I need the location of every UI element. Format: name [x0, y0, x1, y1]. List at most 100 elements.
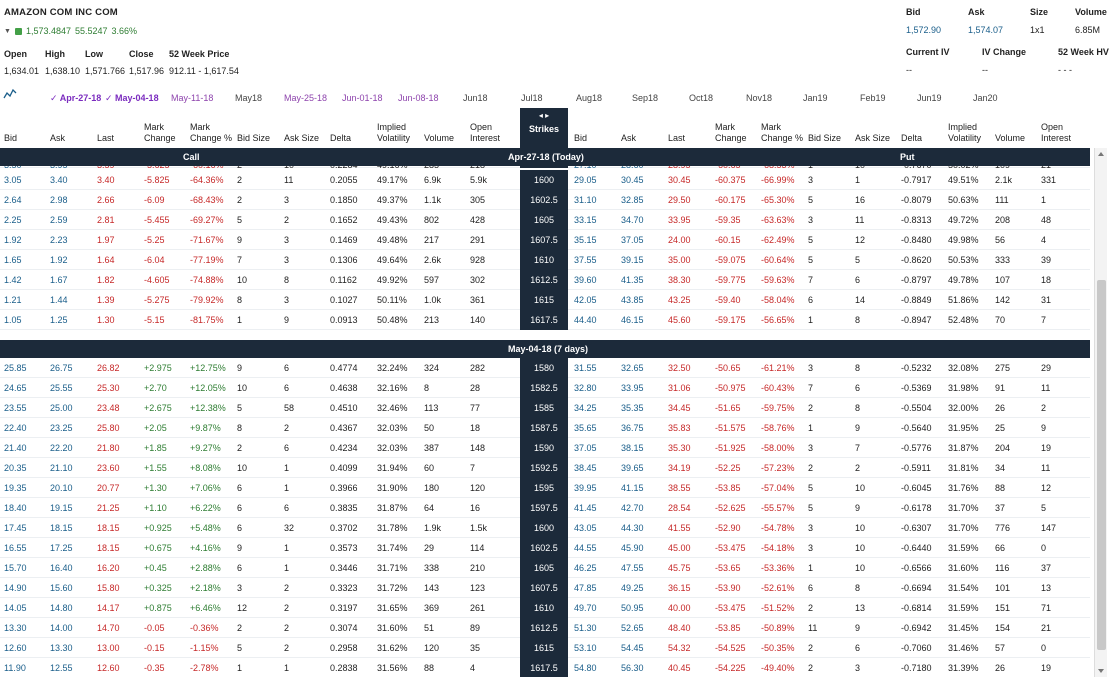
call-last[interactable]: 12.60 — [97, 663, 120, 673]
call-ask[interactable]: 15.60 — [50, 583, 73, 593]
put-volume[interactable]: 142 — [995, 295, 1011, 305]
put-mark-change-pct[interactable]: -52.61% — [761, 583, 795, 593]
call-open-interest[interactable]: 35 — [470, 643, 481, 653]
call-header-bid-size[interactable]: Bid Size — [237, 133, 271, 143]
call-last[interactable]: 18.15 — [97, 543, 120, 553]
call-last[interactable]: 16.20 — [97, 563, 120, 573]
call-bid[interactable]: 12.60 — [4, 643, 27, 653]
call-volume[interactable]: 338 — [424, 563, 440, 573]
put-bid[interactable]: 44.40 — [574, 315, 597, 325]
put-mark-change-pct[interactable]: -53.36% — [761, 563, 795, 573]
expiration-tab[interactable]: May-11-18 — [171, 93, 213, 103]
put-open-interest[interactable]: 31 — [1041, 295, 1052, 305]
call-delta[interactable]: 0.1652 — [330, 215, 358, 225]
call-ask-size[interactable]: 6 — [284, 363, 290, 373]
put-open-interest[interactable]: 1 — [1041, 195, 1047, 205]
put-volume[interactable]: 333 — [995, 255, 1011, 265]
put-ask-size[interactable]: 1 — [855, 175, 861, 185]
call-implied-volatility[interactable]: 32.03% — [377, 443, 408, 453]
call-implied-volatility[interactable]: 50.11% — [377, 295, 407, 305]
strike-nav-arrows-icon[interactable]: ◂ ▸ — [538, 111, 550, 120]
put-ask[interactable]: 34.70 — [621, 215, 644, 225]
put-implied-volatility[interactable]: 31.39% — [948, 663, 979, 673]
put-header-ask[interactable]: Ask — [621, 133, 637, 143]
call-ask-size[interactable]: 3 — [284, 195, 290, 205]
put-volume[interactable]: 107 — [995, 275, 1011, 285]
call-ask-size[interactable]: 1 — [284, 563, 290, 573]
call-delta[interactable]: 0.4774 — [330, 363, 358, 373]
call-bid-size[interactable]: 2 — [237, 195, 243, 205]
call-implied-volatility[interactable]: 49.92% — [377, 275, 408, 285]
put-volume[interactable]: 116 — [995, 563, 1010, 573]
call-mark-change[interactable]: -5.15 — [144, 315, 165, 325]
call-delta[interactable]: 0.0913 — [330, 315, 358, 325]
put-implied-volatility[interactable]: 31.59% — [948, 603, 979, 613]
call-ask[interactable]: 19.15 — [50, 503, 73, 513]
call-last[interactable]: 1.39 — [97, 295, 115, 305]
put-bid[interactable]: 41.45 — [574, 503, 597, 513]
call-ask[interactable]: 20.10 — [50, 483, 73, 493]
put-bid-size[interactable]: 1 — [808, 563, 814, 573]
call-open-interest[interactable]: 18 — [470, 423, 481, 433]
expiration-tab[interactable]: May-25-18 — [284, 93, 327, 103]
call-volume[interactable]: 802 — [424, 215, 440, 225]
put-volume[interactable]: 101 — [995, 583, 1011, 593]
put-mark-change[interactable]: -59.35 — [715, 215, 741, 225]
call-delta[interactable]: 0.1162 — [330, 275, 357, 285]
put-mark-change-pct[interactable]: -50.35% — [761, 643, 795, 653]
put-ask[interactable]: 42.70 — [621, 503, 644, 513]
put-mark-change[interactable]: -59.40 — [715, 295, 741, 305]
put-bid-size[interactable]: 11 — [808, 623, 818, 633]
put-bid[interactable]: 39.60 — [574, 275, 597, 285]
put-ask-size[interactable]: 5 — [855, 255, 861, 265]
vertical-scrollbar[interactable] — [1094, 148, 1107, 677]
call-header-mark-change-pct[interactable]: Mark Change % — [190, 122, 233, 143]
put-last[interactable]: 43.25 — [668, 295, 691, 305]
put-open-interest[interactable]: 48 — [1041, 215, 1052, 225]
put-bid[interactable]: 39.95 — [574, 483, 597, 493]
put-bid[interactable]: 37.55 — [574, 255, 597, 265]
call-implied-volatility[interactable]: 31.87% — [377, 503, 408, 513]
option-chain-row[interactable]: 1.42 1.67 1.82 -4.605 -74.88% 10 8 0.1162 49.92%… — [0, 270, 1090, 290]
put-open-interest[interactable]: 147 — [1041, 523, 1057, 533]
call-ask[interactable]: 26.75 — [50, 363, 73, 373]
call-last[interactable]: 23.48 — [97, 403, 120, 413]
put-mark-change-pct[interactable]: -56.65% — [761, 315, 795, 325]
call-last[interactable]: 1.64 — [97, 255, 115, 265]
call-mark-change[interactable]: +1.55 — [144, 463, 167, 473]
put-ask-size[interactable]: 10 — [855, 543, 866, 553]
expiration-tab[interactable]: Jun19 — [917, 93, 942, 103]
put-mark-change[interactable]: -60.375 — [715, 175, 746, 185]
put-last[interactable]: 45.00 — [668, 543, 691, 553]
call-ask[interactable]: 2.59 — [50, 215, 68, 225]
put-delta[interactable]: -0.6440 — [901, 543, 932, 553]
call-ask-size[interactable]: 6 — [284, 443, 290, 453]
put-ask-size[interactable]: 8 — [855, 583, 861, 593]
call-open-interest[interactable]: 210 — [470, 563, 486, 573]
put-ask[interactable]: 43.85 — [621, 295, 644, 305]
call-bid[interactable]: 1.65 — [4, 255, 22, 265]
put-implied-volatility[interactable]: 49.98% — [948, 235, 979, 245]
call-mark-change[interactable]: +0.45 — [144, 563, 167, 573]
call-implied-volatility[interactable]: 49.64% — [377, 255, 408, 265]
put-ask[interactable]: 35.35 — [621, 403, 644, 413]
put-ask[interactable]: 41.35 — [621, 275, 644, 285]
put-bid-size[interactable]: 2 — [808, 603, 814, 613]
call-delta[interactable]: 0.4367 — [330, 423, 358, 433]
put-ask[interactable]: 56.30 — [621, 663, 644, 673]
call-open-interest[interactable]: 114 — [470, 543, 485, 553]
put-ask-size[interactable]: 3 — [855, 663, 861, 673]
put-ask[interactable]: 44.30 — [621, 523, 644, 533]
call-bid[interactable]: 14.05 — [4, 603, 27, 613]
put-bid-size[interactable]: 3 — [808, 363, 814, 373]
put-mark-change[interactable]: -59.075 — [715, 255, 746, 265]
call-open-interest[interactable]: 361 — [470, 295, 486, 305]
put-ask[interactable]: 39.15 — [621, 255, 644, 265]
put-last[interactable]: 36.15 — [668, 583, 691, 593]
call-header-last[interactable]: Last — [97, 133, 115, 143]
put-implied-volatility[interactable]: 31.46% — [948, 643, 979, 653]
put-implied-volatility[interactable]: 31.87% — [948, 443, 979, 453]
put-open-interest[interactable]: 37 — [1041, 563, 1052, 573]
put-implied-volatility[interactable]: 31.70% — [948, 503, 979, 513]
call-ask-size[interactable]: 58 — [284, 403, 295, 413]
